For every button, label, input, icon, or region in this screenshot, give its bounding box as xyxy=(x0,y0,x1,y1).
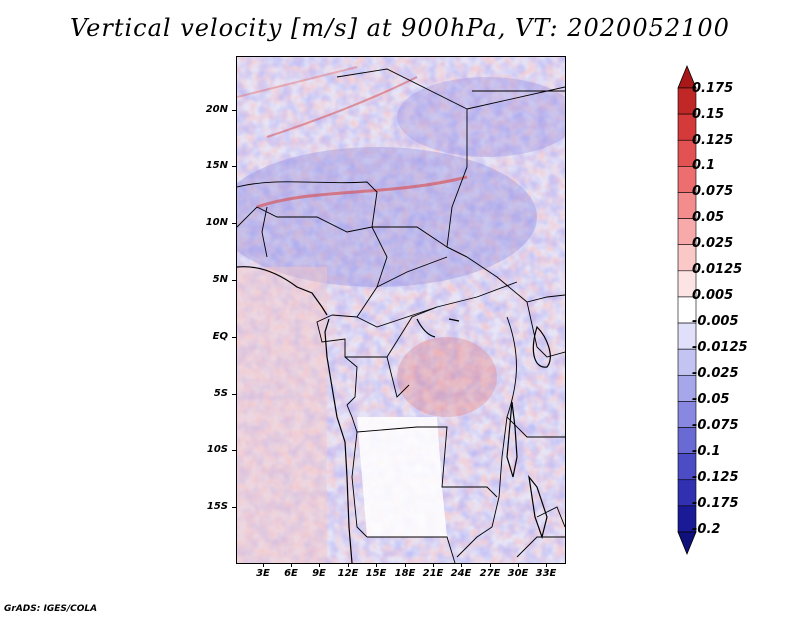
lat-label-20n: 20N xyxy=(205,104,228,115)
colorbar-label: 0.075 xyxy=(692,184,734,199)
lat-tick xyxy=(232,280,236,281)
lon-label-24e: 24E xyxy=(450,568,472,579)
colorbar-bottom-arrow xyxy=(677,531,697,556)
colorbar-label: 0.125 xyxy=(692,133,734,148)
lon-label-3e: 3E xyxy=(256,568,270,579)
lat-tick xyxy=(232,110,236,111)
lon-tick xyxy=(263,563,264,567)
map-plot-area xyxy=(236,56,566,564)
map-title: Vertical velocity [m/s] at 900hPa, VT: 2… xyxy=(70,14,730,42)
lon-label-15e: 15E xyxy=(365,568,387,579)
lon-label-33e: 33E xyxy=(535,568,557,579)
lat-label-5s: 5S xyxy=(213,388,228,399)
velocity-field-map xyxy=(237,57,565,563)
colorbar-label: 0.005 xyxy=(692,288,734,303)
lon-tick xyxy=(376,563,377,567)
colorbar-label: -0.025 xyxy=(692,366,739,381)
colorbar-label: -0.005 xyxy=(692,314,739,329)
lon-tick xyxy=(433,563,434,567)
lat-tick xyxy=(232,166,236,167)
colorbar-label: 0.15 xyxy=(692,107,725,122)
colorbar-label: 0.1 xyxy=(692,158,716,173)
colorbar-label: -0.05 xyxy=(692,392,730,407)
lon-tick xyxy=(405,563,406,567)
colorbar-label: -0.1 xyxy=(692,444,721,459)
lat-tick xyxy=(232,507,236,508)
lon-label-30e: 30E xyxy=(507,568,529,579)
colorbar-label: -0.2 xyxy=(692,522,721,537)
lon-label-9e: 9E xyxy=(312,568,326,579)
lon-label-12e: 12E xyxy=(337,568,359,579)
lon-tick xyxy=(291,563,292,567)
lon-tick xyxy=(490,563,491,567)
colorbar-label: -0.0125 xyxy=(692,340,748,355)
lon-label-21e: 21E xyxy=(422,568,444,579)
lat-label-eq: EQ xyxy=(212,331,228,342)
lon-tick xyxy=(546,563,547,567)
lon-label-18e: 18E xyxy=(394,568,416,579)
lon-tick xyxy=(518,563,519,567)
lat-label-5n: 5N xyxy=(212,274,228,285)
lat-label-10n: 10N xyxy=(205,217,228,228)
lat-tick xyxy=(232,394,236,395)
colorbar-label: 0.0125 xyxy=(692,262,743,277)
lon-tick xyxy=(461,563,462,567)
lat-label-10s: 10S xyxy=(206,444,228,455)
colorbar xyxy=(677,64,697,556)
lon-label-6e: 6E xyxy=(284,568,298,579)
colorbar-label: 0.05 xyxy=(692,210,725,225)
lat-tick xyxy=(232,223,236,224)
lat-label-15n: 15N xyxy=(205,160,228,171)
lat-tick xyxy=(232,337,236,338)
colorbar-label: -0.075 xyxy=(692,418,739,433)
grads-credit: GrADS: IGES/COLA xyxy=(4,604,98,614)
colorbar-label: 0.175 xyxy=(692,81,734,96)
lon-label-27e: 27E xyxy=(479,568,501,579)
lon-tick xyxy=(319,563,320,567)
lat-label-15s: 15S xyxy=(206,501,228,512)
colorbar-label: -0.125 xyxy=(692,470,739,485)
colorbar-label: -0.175 xyxy=(692,496,739,511)
colorbar-label: 0.025 xyxy=(692,236,734,251)
lon-tick xyxy=(348,563,349,567)
lat-tick xyxy=(232,450,236,451)
